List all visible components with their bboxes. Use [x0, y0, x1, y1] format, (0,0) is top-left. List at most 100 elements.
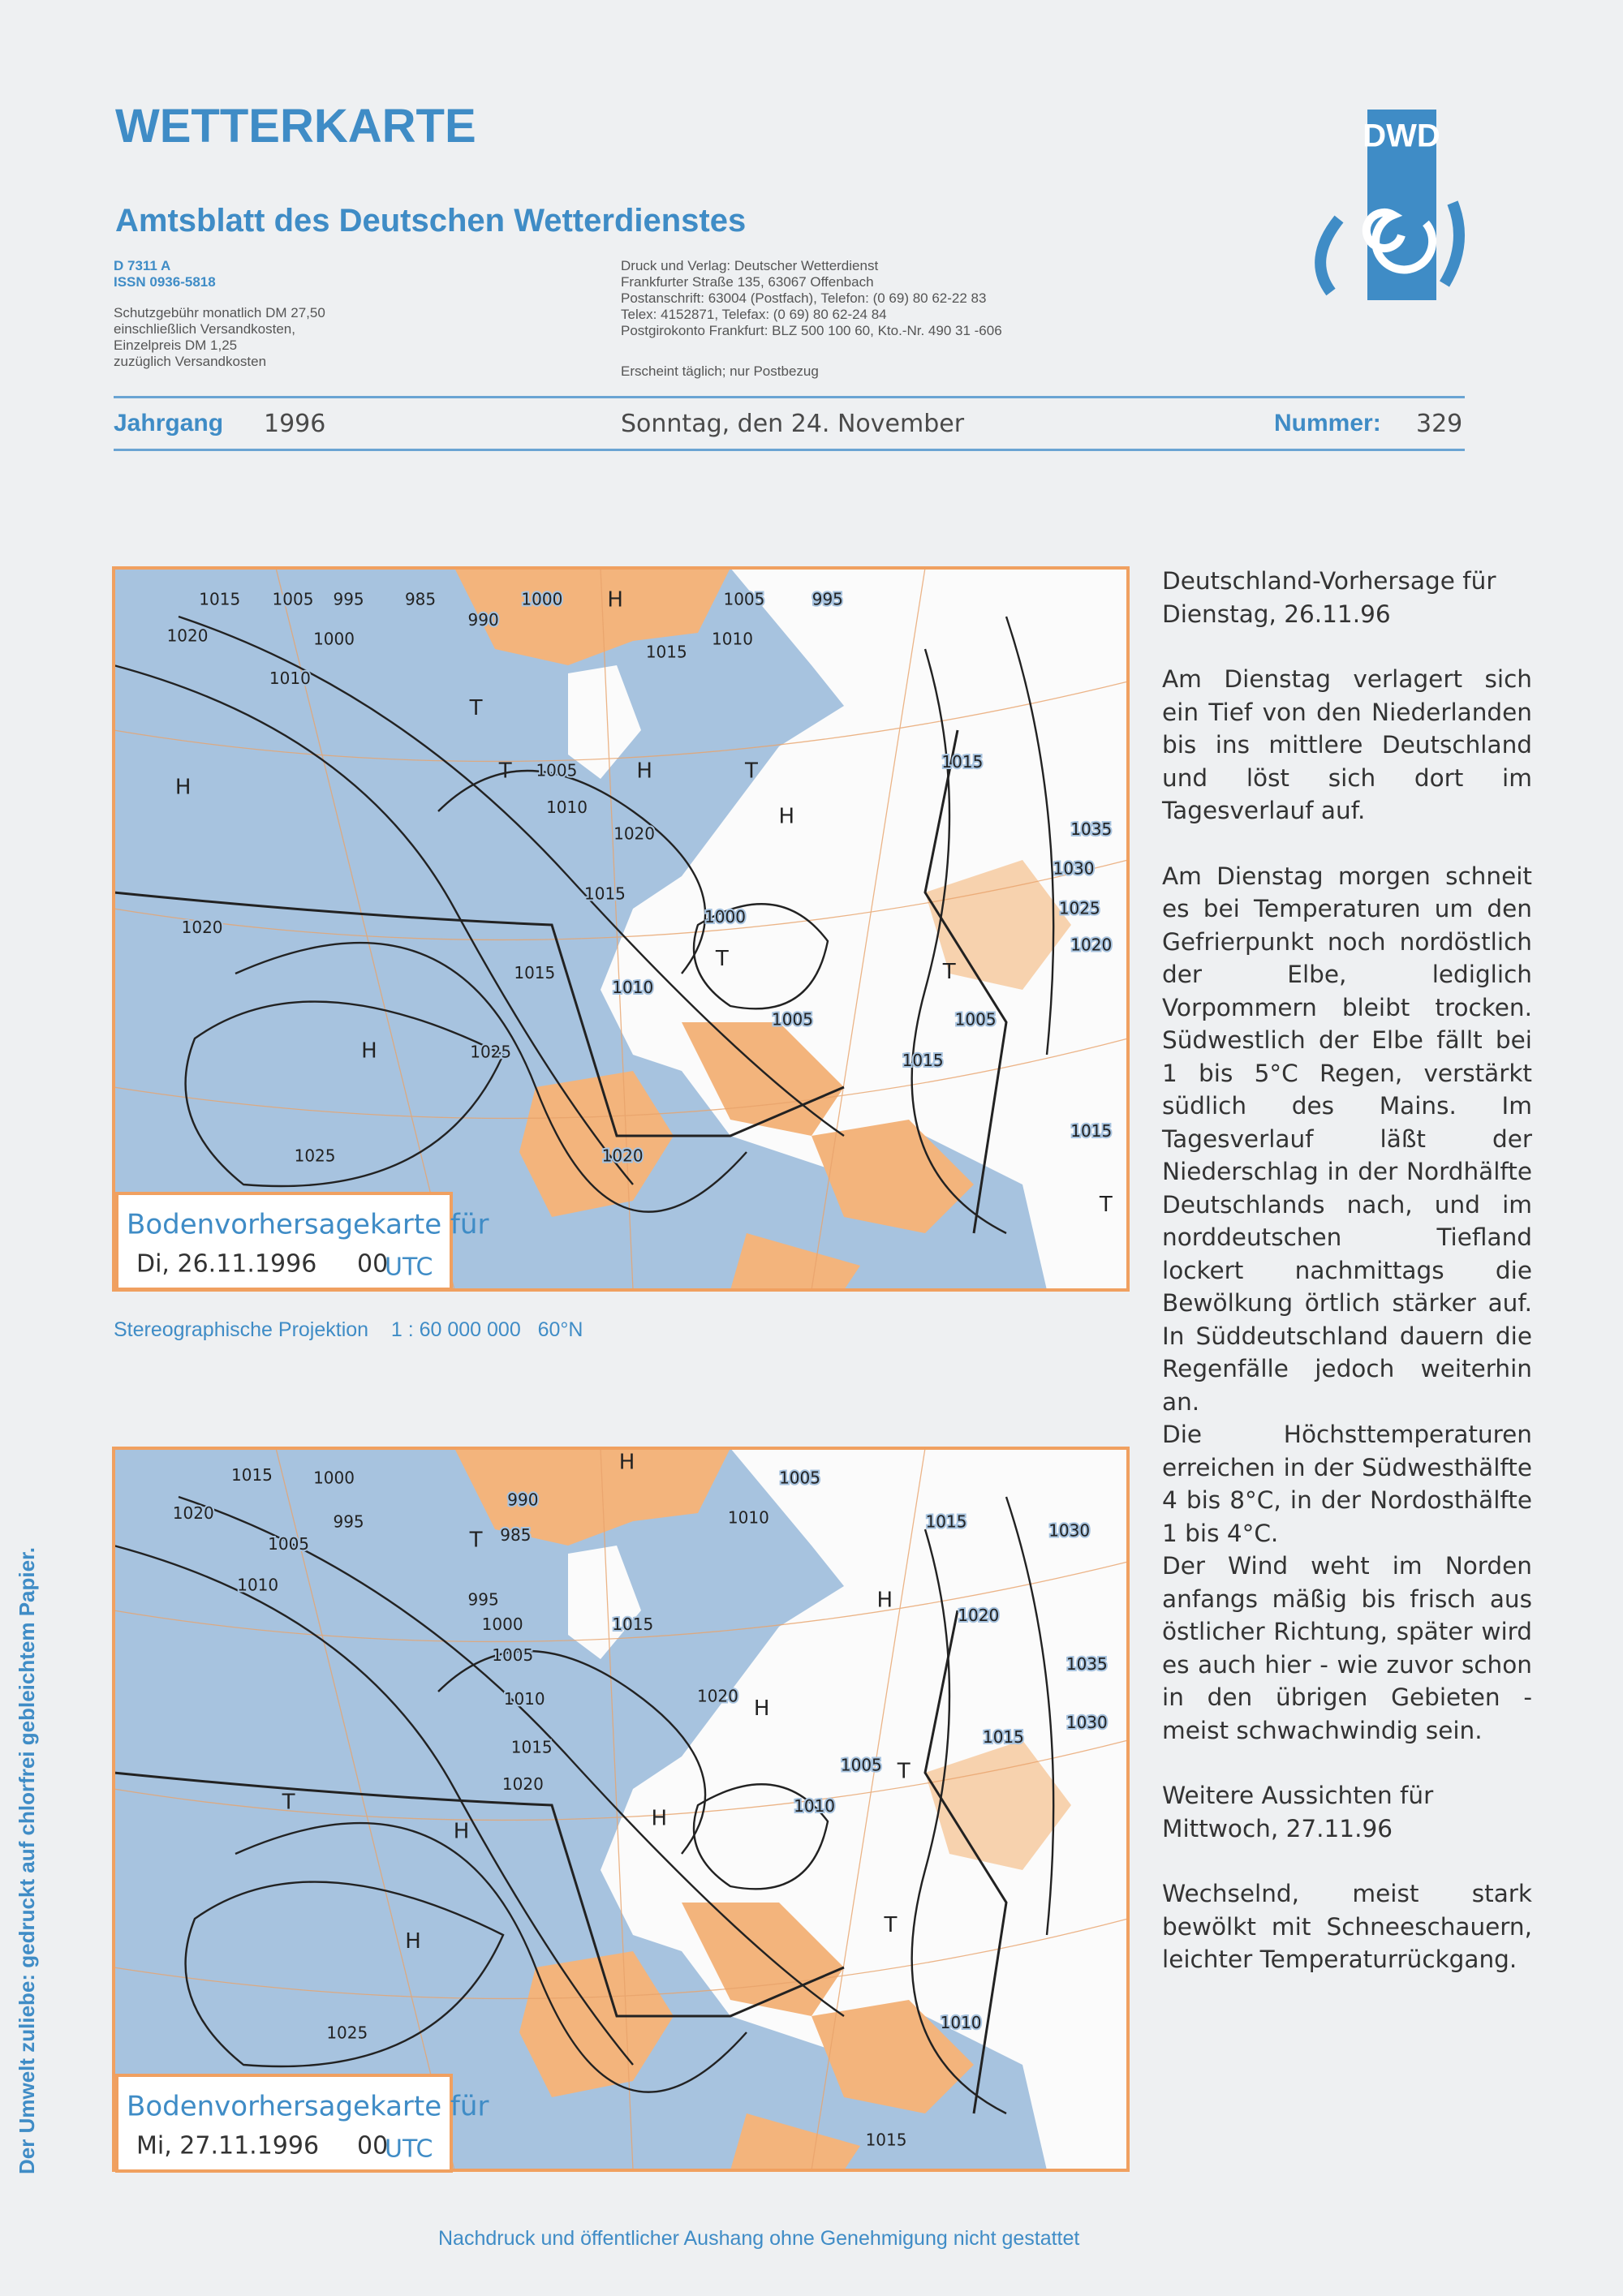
isobar-label: 1005: [492, 1645, 533, 1665]
pressure-center: H: [175, 776, 192, 800]
caption-title: Bodenvorhersagekarte für: [127, 2091, 489, 2123]
isobar-label: 1015: [1070, 1121, 1112, 1141]
outlook-heading: Weitere Aussichten für Mittwoch, 27.11.9…: [1162, 1782, 1434, 1842]
fee-line: zuzüglich Versandkosten: [114, 354, 267, 369]
isobar-label: 1005: [273, 590, 314, 609]
isobar-label: 1015: [866, 2130, 907, 2149]
isobar-label: 1015: [231, 1465, 273, 1485]
pressure-center: H: [607, 588, 623, 613]
pressure-center: T: [498, 759, 512, 784]
caption-unit: UTC: [385, 1253, 433, 1282]
isobar-label: 1015: [646, 643, 687, 662]
isobar-label: 995: [333, 1512, 364, 1532]
isobar-label: 1000: [313, 629, 355, 648]
side-note: Der Umwelt zuliebe: gedruckt auf chlorfr…: [15, 1547, 39, 2174]
isobar-label: 1015: [983, 1727, 1024, 1747]
isobar-label: 1020: [613, 823, 655, 843]
isobar-label: 1025: [295, 1146, 336, 1165]
pressure-center: H: [454, 1820, 470, 1844]
isobar-label: 1005: [723, 590, 764, 609]
subtitle: Amtsblatt des Deutschen Wetterdienstes: [115, 203, 747, 239]
rule: [114, 396, 1465, 398]
publisher-line: Telex: 4152871, Telefax: (0 69) 80 62-24…: [621, 307, 887, 322]
projection-scale: 1 : 60 000 000: [390, 1318, 521, 1341]
number-label: Nummer:: [1274, 410, 1381, 436]
pressure-center: T: [469, 1528, 483, 1552]
pressure-center: H: [876, 1588, 893, 1612]
pressure-center: T: [282, 1790, 295, 1814]
forecast-heading: Deutschland-Vorhersage für Dienstag, 26.…: [1162, 567, 1496, 628]
projection: Stereographische Projektion 1 : 60 000 0…: [114, 1318, 583, 1342]
ids: D 7311 A ISSN 0936-5818: [114, 258, 216, 290]
caption-date: Di, 26.11.1996: [136, 1250, 316, 1279]
isobar-label: 1000: [521, 590, 562, 609]
fee-line: Einzelpreis DM 1,25: [114, 338, 238, 353]
isobar-label: 1010: [269, 669, 311, 688]
forecast: Deutschland-Vorhersage für Dienstag, 26.…: [1162, 565, 1532, 2009]
id-line: D 7311 A: [114, 258, 171, 273]
isobar-label: 1010: [612, 978, 653, 997]
isobar-label: 1015: [926, 1512, 967, 1532]
fee-line: einschließlich Versandkosten,: [114, 321, 295, 337]
isobar-label: 1015: [902, 1051, 944, 1070]
caption-date: Mi, 27.11.1996: [136, 2132, 319, 2161]
year: 1996: [264, 410, 326, 438]
isobar-label: 1010: [504, 1689, 545, 1709]
logo-text: DWD: [1363, 118, 1440, 154]
isobar-label: 1005: [841, 1755, 882, 1774]
isobar-label: 1015: [612, 1615, 653, 1634]
forecast-paragraph: Die Höchsttemperaturen erreichen in der …: [1162, 1421, 1532, 1547]
pressure-center: H: [405, 1929, 421, 1954]
pressure-center: H: [779, 805, 795, 829]
isobar-label: 1010: [728, 1507, 769, 1527]
isobar-label: 1020: [1070, 935, 1112, 955]
isobar-label: 985: [500, 1525, 531, 1545]
isobar-label: 1005: [268, 1534, 309, 1554]
caption-unit: UTC: [385, 2135, 433, 2164]
isobar-label: 1020: [167, 626, 209, 646]
isobar-label: 1000: [704, 907, 746, 927]
pressure-center: H: [636, 759, 652, 784]
number: 329: [1416, 410, 1463, 438]
isobar-label: 1010: [941, 2013, 982, 2032]
outlook: Wechselnd, meist stark bewölkt mit Schne…: [1162, 1880, 1532, 1973]
isobar-label: 1015: [511, 1738, 553, 1757]
isobar-label: 990: [507, 1490, 538, 1510]
isobar-label: 1030: [1048, 1521, 1090, 1541]
publisher: Druck und Verlag: Deutscher Wetterdienst…: [621, 258, 1002, 339]
isobar-label: 1015: [941, 752, 983, 772]
pressure-center: T: [883, 1913, 897, 1937]
isobar-label: 1020: [502, 1774, 544, 1794]
isobar-label: 1035: [1066, 1654, 1108, 1674]
isobar-label: 1020: [173, 1503, 214, 1523]
forecast-paragraph: Der Wind weht im Norden anfangs mäßig bi…: [1162, 1552, 1532, 1744]
isobar-label: 1015: [514, 963, 555, 982]
rule: [114, 449, 1465, 451]
isobar-label: 1020: [602, 1146, 644, 1165]
publisher-line: Postgirokonto Frankfurt: BLZ 500 100 60,…: [621, 323, 1002, 338]
date: Sonntag, den 24. November: [621, 410, 965, 438]
title: WETTERKARTE: [115, 100, 476, 153]
forecast-paragraph: Am Dienstag verlagert sich ein Tief von …: [1162, 665, 1532, 824]
footer: Nachdruck und öffentlicher Aushang ohne …: [438, 2227, 1080, 2250]
frequency: Erscheint täglich; nur Postbezug: [621, 363, 819, 379]
isobar-label: 995: [333, 590, 364, 609]
isobar-label: 1010: [237, 1575, 278, 1594]
caption-box: [115, 2074, 453, 2173]
isobar-label: 1005: [779, 1468, 820, 1488]
isobar-label: 1030: [1066, 1713, 1108, 1732]
isobar-label: 1025: [1059, 898, 1100, 918]
pressure-center: H: [361, 1038, 377, 1063]
isobar-label: 1005: [536, 761, 577, 780]
publisher-line: Postanschrift: 63004 (Postfach), Telefon…: [621, 290, 987, 306]
isobar-label: 1005: [772, 1010, 813, 1030]
dwd-logo: DWD: [1315, 110, 1465, 300]
map-image: [112, 1447, 1130, 2172]
isobar-label: 1010: [712, 629, 753, 648]
isobar-label: 1020: [697, 1686, 738, 1705]
pressure-center: H: [754, 1696, 770, 1721]
projection-latitude: 60°N: [537, 1318, 583, 1341]
fees: Schutzgebühr monatlich DM 27,50 einschlie…: [114, 305, 325, 370]
